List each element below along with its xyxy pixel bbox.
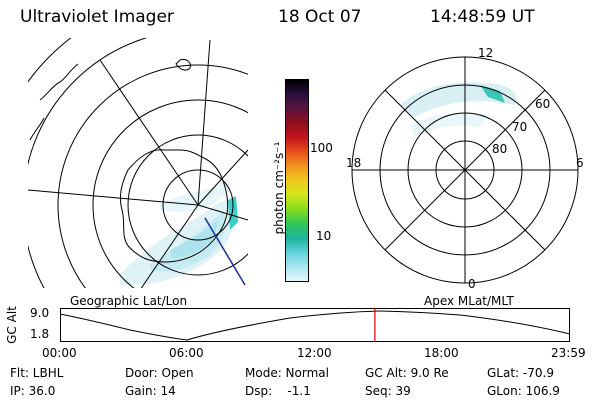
info-ip: IP: 36.0 <box>10 384 56 398</box>
geo-map-caption: Geographic Lat/Lon <box>70 294 188 308</box>
info-mode: Mode: Normal <box>245 366 329 380</box>
instrument-title: Ultraviolet Imager <box>20 7 174 27</box>
mlat-label-80: 80 <box>492 142 508 156</box>
info-gc-alt: GC Alt: 9.0 Re <box>365 366 449 380</box>
info-gain: Gain: 14 <box>125 384 176 398</box>
mlt-label-6: 6 <box>576 156 584 170</box>
colorbar-unit-label: photon cm⁻²s⁻¹ <box>272 141 286 235</box>
alt-tick-1-8: 1.8 <box>30 327 50 341</box>
time-tick-1800: 18:00 <box>424 346 459 360</box>
info-glon: GLon: 106.9 <box>487 384 560 398</box>
time-tick-0600: 06:00 <box>169 346 204 360</box>
polar-plot <box>351 56 579 284</box>
info-filter: Flt: LBHL <box>10 366 64 380</box>
polar-plot-caption: Apex MLat/MLT <box>424 294 514 308</box>
info-dsp: Dsp: -1.1 <box>245 384 311 398</box>
colorbar <box>285 79 309 282</box>
geographic-map <box>28 38 248 288</box>
time-tick-2359: 23:59 <box>551 346 586 360</box>
mlt-label-12: 12 <box>478 46 494 60</box>
altitude-plot <box>59 308 571 342</box>
info-door: Door: Open <box>125 366 194 380</box>
mlt-label-0: 0 <box>468 277 476 291</box>
date-label: 18 Oct 07 <box>278 7 362 27</box>
mlt-label-18: 18 <box>346 156 362 170</box>
colorbar-gradient <box>286 80 308 281</box>
mlat-label-60: 60 <box>535 97 551 111</box>
info-glat: GLat: -70.9 <box>487 366 554 380</box>
gc-alt-axis-label: GC Alt <box>4 306 19 344</box>
alt-tick-9: 9.0 <box>30 306 50 320</box>
time-label: 14:48:59 UT <box>430 7 535 27</box>
mlat-label-70: 70 <box>512 120 528 134</box>
time-tick-0000: 00:00 <box>42 346 77 360</box>
colorbar-tick-10: 10 <box>316 229 332 243</box>
colorbar-tick-100: 100 <box>310 141 333 155</box>
info-seq: Seq: 39 <box>365 384 411 398</box>
time-tick-1200: 12:00 <box>297 346 332 360</box>
